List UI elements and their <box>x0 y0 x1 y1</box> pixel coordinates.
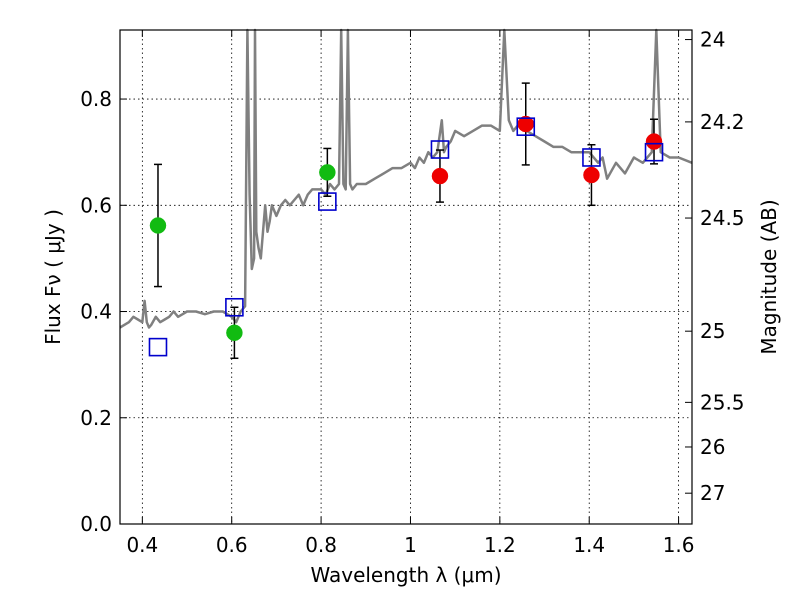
y-axis-label: Flux Fν ( μJy ) <box>41 209 65 345</box>
right-tick-label: 24.5 <box>700 206 745 230</box>
y-tick-label: 0.0 <box>80 512 112 536</box>
y-tick-label: 0.6 <box>80 193 112 217</box>
right-tick-label: 25.5 <box>700 390 745 414</box>
red-circle-marker <box>583 166 600 184</box>
blue-square-marker <box>430 140 450 159</box>
blue-square-marker <box>318 192 337 211</box>
blue-square-marker <box>516 117 536 136</box>
blue-square-marker <box>644 142 664 162</box>
blue-square-marker <box>582 148 601 167</box>
y-tick-label: 0.4 <box>80 300 112 324</box>
red-circle-marker <box>645 133 663 150</box>
x-tick-label: 1.6 <box>663 533 695 557</box>
green-circle-marker <box>149 217 167 234</box>
x-tick-label: 0.6 <box>216 533 248 557</box>
right-axis-label: Magnitude (AB) <box>757 199 781 354</box>
model-spectrum-line <box>119 28 693 329</box>
x-axis-label: Wavelength λ (μm) <box>310 563 501 587</box>
error-bars <box>153 82 659 360</box>
right-tick-label: 26 <box>700 435 725 459</box>
x-tick-label: 0.8 <box>305 533 337 557</box>
y-tick-label: 0.2 <box>80 406 112 430</box>
red-circle-marker <box>431 167 449 185</box>
right-tick-label: 24.2 <box>700 110 745 134</box>
green-circle-marker <box>226 324 243 342</box>
x-tick-label: 1.4 <box>573 533 605 557</box>
right-tick-label: 27 <box>700 481 725 505</box>
model-spectrum <box>119 28 693 329</box>
y-tick-label: 0.8 <box>80 87 112 111</box>
data-points <box>148 115 664 357</box>
right-tick-label: 24 <box>700 28 725 52</box>
x-tick-label: 0.4 <box>126 533 158 557</box>
blue-square-marker <box>148 337 168 357</box>
plot-frame <box>119 29 693 525</box>
x-tick-label: 1 <box>404 533 417 557</box>
green-circle-marker <box>319 164 336 181</box>
axis-ticks: 0.4 0.6 0.8 1 1.2 1.4 1.6 0.0 0.2 0.4 0.6 0.8 24 24.2… <box>80 28 744 557</box>
x-tick-label: 1.2 <box>484 533 516 557</box>
right-tick-label: 25 <box>700 319 725 343</box>
blue-square-marker <box>225 297 244 317</box>
grid <box>120 30 692 525</box>
